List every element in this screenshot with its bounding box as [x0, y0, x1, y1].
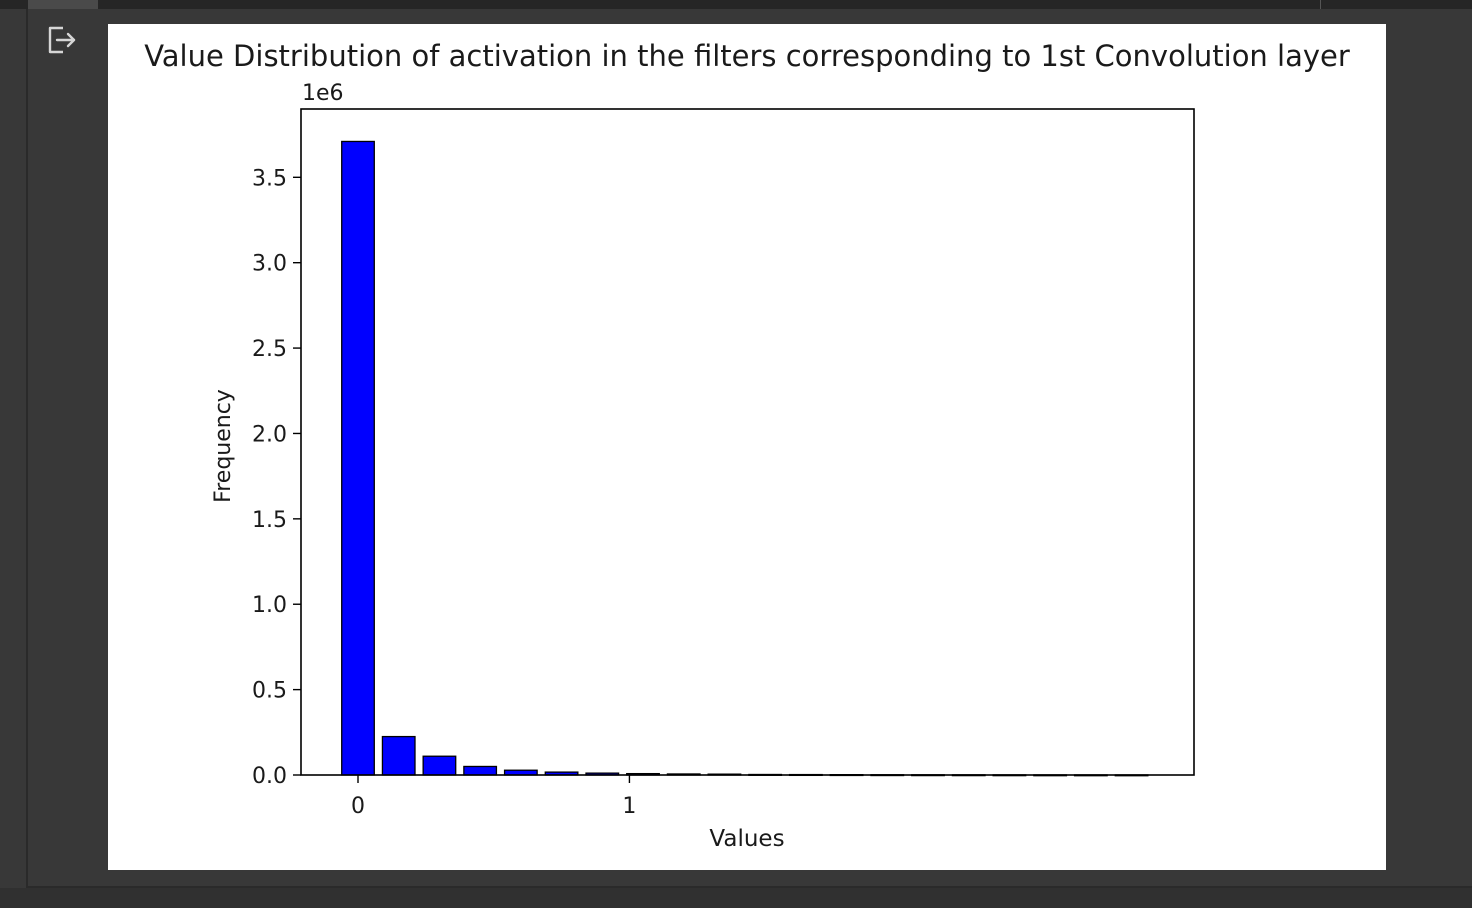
chart-title: Value Distribution of activation in the …: [144, 39, 1350, 73]
histogram-bar: [381, 735, 416, 776]
toolbar-divider: [1320, 0, 1321, 9]
y-tick-label: 2.0: [252, 422, 287, 447]
y-tick-label: 3.5: [252, 166, 287, 191]
y-ticks-group: 0.0 0.5 1.0 1.5 2.0 2.5 3.0 3.5: [252, 166, 301, 789]
cell-border-bottom: [26, 886, 1472, 888]
cell-border-left: [26, 9, 28, 887]
y-tick-label: 0.5: [252, 679, 287, 704]
histogram-bar: [341, 140, 375, 776]
top-toolbar-strip: [0, 0, 1472, 9]
y-tick-label: 2.5: [252, 337, 287, 362]
chart-figure: Value Distribution of activation in the …: [108, 24, 1386, 870]
y-axis-label: Frequency: [211, 389, 236, 503]
histogram-chart: Value Distribution of activation in the …: [144, 39, 1350, 852]
bars-group: [341, 140, 1149, 777]
notebook-background: [0, 888, 1472, 908]
y-tick-label: 1.5: [252, 508, 287, 533]
x-tick-label: 0: [351, 794, 365, 819]
y-axis-offset-label: 1e6: [302, 81, 344, 106]
output-arrow-icon-glyph: [48, 26, 76, 54]
y-tick-label: 1.0: [252, 593, 287, 618]
x-tick-label: 1: [622, 794, 636, 819]
x-axis-label: Values: [709, 826, 784, 852]
y-tick-label: 3.0: [252, 252, 287, 277]
histogram-bar: [422, 755, 457, 776]
output-arrow-icon[interactable]: [44, 22, 80, 58]
plot-frame: [300, 108, 1195, 776]
histogram-bar: [463, 765, 498, 776]
toolbar-tab[interactable]: [28, 0, 98, 9]
y-tick-label: 0.0: [252, 764, 287, 789]
